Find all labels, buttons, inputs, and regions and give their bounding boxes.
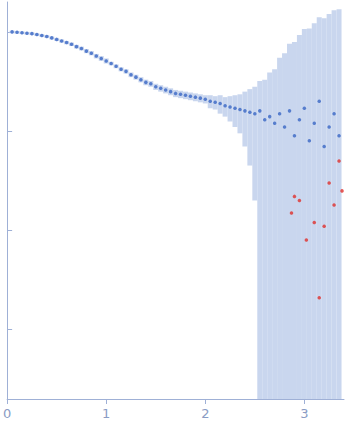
svg-text:3: 3 (300, 406, 308, 421)
svg-text:0: 0 (3, 406, 11, 421)
svg-text:2: 2 (201, 406, 209, 421)
svg-text:1: 1 (102, 406, 110, 421)
